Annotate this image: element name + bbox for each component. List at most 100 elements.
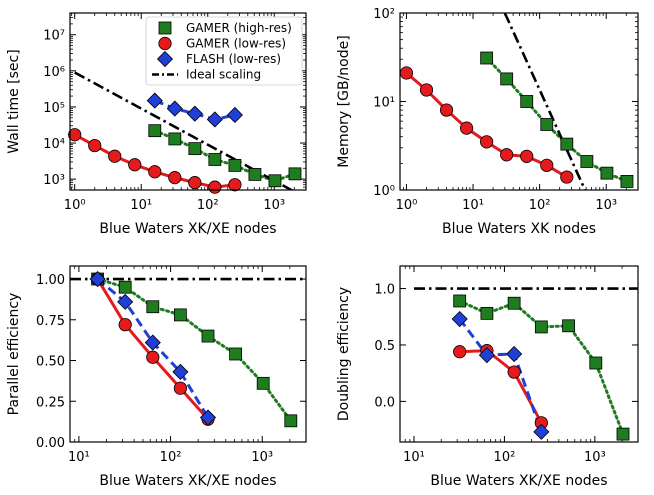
chart-panel-2: 10⁰ 10¹ 10² 10³ 10⁰ 10¹ 10² Blue Waters XK node… (336, 7, 639, 237)
x-tick-label: 10² (160, 450, 182, 465)
plot-frame (69, 12, 307, 191)
data-point-gamer-low-res (208, 180, 222, 194)
data-point-flash-low-res (144, 334, 161, 351)
data-point-flash-low-res (89, 270, 106, 288)
legend-box (145, 16, 303, 86)
data-point-gamer-high-res (620, 175, 634, 188)
data-point-gamer-high-res (480, 51, 494, 65)
series-lines (73, 71, 297, 190)
data-point-gamer-high-res (201, 329, 215, 343)
data-point-flash-low-res (533, 423, 550, 440)
legend-label-flash-low-res: FLASH (low-res) (186, 52, 281, 66)
data-point-gamer-low-res (507, 365, 521, 379)
data-point-gamer-high-res (173, 308, 187, 322)
data-point-flash-low-res (186, 105, 203, 122)
data-point-gamer-high-res (500, 72, 514, 86)
data-point-gamer-high-res (208, 153, 222, 166)
series-markers (399, 51, 634, 188)
x-tick-label: 10¹ (68, 450, 90, 465)
data-point-gamer-low-res (173, 381, 187, 395)
legend-marker-gamer-low-res (158, 36, 172, 51)
x-tick-label: 10³ (584, 450, 606, 465)
data-point-gamer-low-res (453, 345, 467, 359)
x-tick-label: 10² (197, 198, 219, 213)
data-point-flash-low-res (206, 111, 223, 128)
chart-panel-4: 10¹ 10² 10³ 0.0 0.5 1.0 Blue Waters XK/XE node… (336, 265, 639, 489)
y-tick-label: 1.0 (374, 283, 395, 298)
y-tick-label: 10² (373, 7, 395, 22)
data-point-gamer-low-res (399, 66, 414, 80)
data-point-flash-low-res (451, 310, 468, 328)
data-point-gamer-high-res (146, 300, 160, 314)
y-tick-label: 1.00 (36, 273, 65, 288)
x-tick-label: 10⁰ (64, 198, 86, 213)
data-point-gamer-low-res (118, 318, 132, 332)
data-point-gamer-low-res (88, 138, 102, 153)
data-point-gamer-low-res (480, 135, 494, 149)
data-point-flash-low-res (478, 347, 495, 364)
legend: GAMER (high-res) GAMER (low-res)FLASH (lo… (145, 16, 303, 86)
data-point-gamer-low-res (560, 170, 574, 184)
y-minor-ticks (400, 16, 638, 164)
data-point-flash-low-res (226, 106, 243, 124)
data-point-gamer-high-res (229, 347, 242, 361)
data-point-gamer-high-res (118, 280, 132, 294)
y-tick-label: 0.00 (36, 436, 65, 451)
data-point-gamer-low-res (168, 171, 182, 185)
data-point-gamer-high-res (507, 296, 521, 310)
series-lines (70, 277, 306, 423)
data-point-gamer-low-res (128, 158, 142, 172)
x-tick-label: 10³ (595, 198, 617, 213)
data-point-gamer-low-res (520, 149, 534, 163)
data-point-gamer-low-res (500, 148, 514, 162)
y-tick-label: 0.25 (36, 395, 65, 410)
data-point-gamer-high-res (520, 95, 534, 108)
series-markers (451, 294, 630, 441)
data-point-gamer-high-res (560, 137, 574, 151)
data-point-gamer-low-res (188, 176, 202, 190)
x-tick-label: 10⁰ (396, 198, 418, 213)
data-point-gamer-high-res (268, 174, 282, 188)
legend-marker-flash-low-res (156, 50, 174, 68)
x-tick-label: 10² (529, 198, 551, 213)
data-point-gamer-high-res (534, 320, 548, 334)
data-point-gamer-low-res (228, 178, 242, 192)
data-point-gamer-low-res (439, 103, 454, 117)
data-point-flash-low-res (117, 293, 134, 310)
data-point-gamer-low-res (419, 83, 434, 97)
plot-frame (69, 265, 307, 443)
chart-panel-3: 10¹ 10² 10³ 0.00 0.25 0.50 0.75 1.00 Blue Waters… (6, 265, 307, 489)
data-point-gamer-high-res (188, 142, 202, 156)
x-tick-label: 10³ (263, 198, 285, 213)
plot-frame (399, 12, 639, 191)
data-point-gamer-high-res (148, 124, 162, 138)
x-axis-title: Blue Waters XK/XE nodes (99, 221, 276, 237)
data-point-gamer-low-res (146, 350, 160, 364)
y-tick-label: 0.50 (36, 355, 65, 370)
series-lines (414, 287, 638, 436)
data-point-gamer-high-res (284, 414, 298, 428)
data-point-gamer-low-res (148, 165, 162, 179)
y-tick-label: 10⁰ (373, 184, 395, 199)
legend-label-gamer-low-res: GAMER (low-res) (186, 37, 286, 51)
y-tick-label: 0.75 (36, 314, 65, 329)
data-point-gamer-high-res (168, 132, 182, 146)
y-tick-label: 10⁴ (43, 137, 65, 152)
series-markers (89, 270, 298, 428)
series-line-ideal-scaling (74, 71, 295, 190)
y-axis-title: Memory [GB/node] (336, 35, 352, 167)
y-tick-label: 10⁷ (43, 29, 65, 44)
y-tick-label: 10¹ (373, 96, 395, 111)
series-markers (68, 92, 302, 194)
x-tick-label: 10¹ (462, 198, 484, 213)
y-axis-title: Doubling efficiency (336, 287, 352, 421)
y-tick-label: 0.0 (374, 395, 395, 410)
data-point-gamer-high-res (600, 166, 614, 180)
series-line-gamer-low-res (459, 349, 543, 424)
data-point-gamer-high-res (616, 427, 630, 441)
data-point-flash-low-res (506, 345, 523, 363)
x-tick-label: 10¹ (403, 450, 425, 465)
y-tick-label: 10⁶ (43, 65, 65, 80)
data-point-gamer-low-res (108, 149, 122, 163)
